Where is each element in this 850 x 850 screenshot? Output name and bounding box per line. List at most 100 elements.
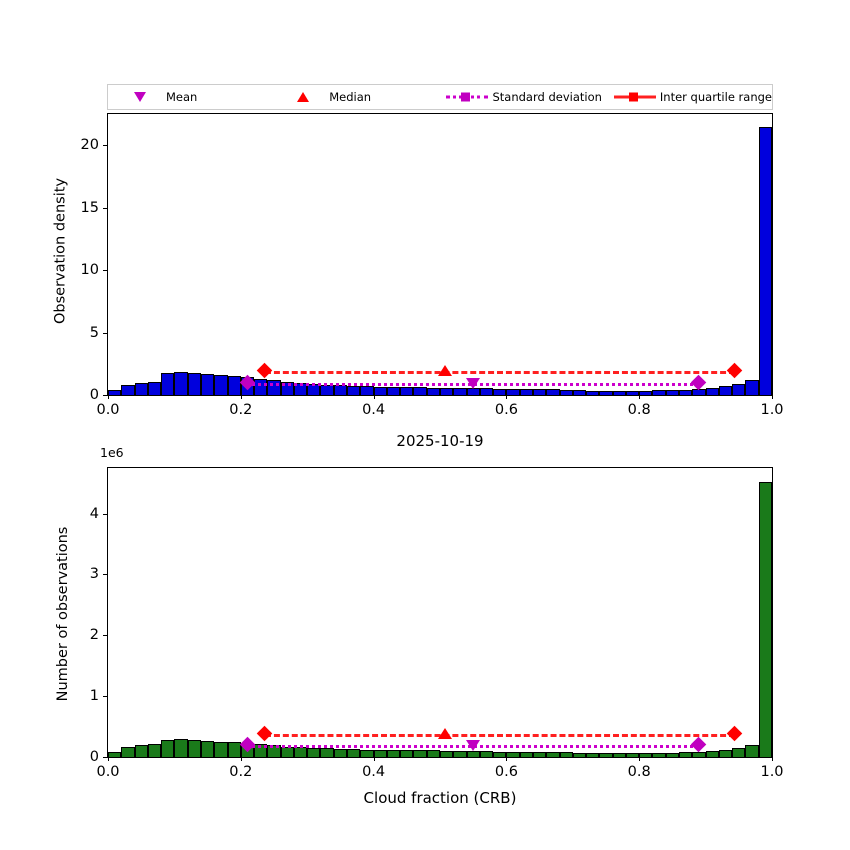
x-axis-tick-mark [240,395,242,399]
histogram-bar [307,747,321,757]
histogram-bar [546,389,560,395]
histogram-bar [293,747,308,757]
histogram-bar [652,390,666,395]
x-axis-tick-mark [506,395,508,399]
histogram-bar [214,741,228,757]
histogram-bar [612,752,626,757]
histogram-bar [174,739,188,757]
legend-item-mean: Mean [108,88,271,106]
histogram-bar [586,390,600,395]
histogram-bar [506,388,520,395]
legend-label-inter-quartile-range: Inter quartile range [659,90,772,104]
histogram-bar [692,388,706,395]
histogram-bar [280,381,294,395]
histogram-bar [307,384,321,395]
histogram-bar [479,388,494,395]
x-axis-tick-mark [506,757,508,761]
y-axis-tick-mark [103,270,107,272]
histogram-bar [665,390,680,395]
histogram-bar [426,750,440,757]
histogram-bar [187,739,201,757]
histogram-bar [121,746,135,757]
histogram-bar [108,751,122,757]
histogram-bar [293,383,308,395]
histogram-bar [413,750,427,757]
histogram-bar [333,749,348,757]
histogram-bar [254,744,268,757]
number-of-observations-plot-area [107,467,773,758]
y-axis-tick-mark [103,513,107,515]
histogram-bar [214,374,228,395]
histogram-bar [347,385,361,395]
histogram-bar [612,390,626,395]
y-axis-tick-mark [103,145,107,147]
y-axis-tick-label: 1 [89,688,99,705]
x-axis-tick-label: 0.2 [229,402,253,418]
histogram-bar [360,749,374,757]
histogram-bar [532,752,547,757]
histogram-bar [519,389,533,395]
histogram-bar [572,390,587,395]
x-axis-tick-label: 0.0 [96,764,120,780]
histogram-bar [174,371,188,395]
x-axis-tick-mark [240,757,242,761]
histogram-bar [639,752,653,757]
x-axis-tick-label: 0.4 [362,402,386,418]
observation-density-bars [108,114,772,395]
histogram-bar [732,383,746,395]
histogram-bar [413,387,427,395]
histogram-bar [745,380,759,395]
y-axis-tick-label: 3 [89,566,99,583]
histogram-bar [161,739,175,757]
histogram-bar [134,744,148,757]
histogram-bar [679,389,693,395]
histogram-bar [519,751,533,757]
histogram-bar [639,390,653,395]
legend-label-standard-deviation: Standard deviation [492,90,602,104]
x-axis-tick-mark [639,757,641,761]
histogram-bar [718,386,733,395]
histogram-bar [559,389,573,395]
top-y-axis-label: Observation density [52,177,69,325]
histogram-bar [546,752,560,757]
figure-title: 2025-10-19 [396,432,484,450]
histogram-bar [493,751,507,757]
x-axis-tick-label: 0.6 [494,402,518,418]
bottom-y-axis-offset-text: 1e6 [100,445,124,460]
triangle-down-icon [118,88,164,106]
histogram-bar [466,750,480,757]
histogram-bar [267,380,281,395]
histogram-bar [227,376,241,395]
y-axis-tick-label: 0 [89,387,99,403]
y-axis-tick-label: 0 [89,749,99,765]
histogram-bar [386,750,401,757]
y-axis-tick-label: 5 [89,324,99,341]
histogram-bar [280,746,294,757]
y-axis-tick-mark [103,696,107,698]
legend-label-median: Median [329,90,372,104]
histogram-bar [440,387,454,395]
x-axis-tick-mark [772,757,773,761]
histogram-bar [440,750,454,757]
x-axis-tick-label: 0.0 [96,402,120,418]
histogram-bar [187,372,201,395]
y-axis-tick-label: 10 [80,262,99,279]
y-axis-tick-mark [103,207,107,209]
histogram-bar [267,745,281,757]
histogram-bar [758,126,772,395]
histogram-bar [599,390,613,395]
x-axis-tick-mark [373,757,375,761]
histogram-bar [227,742,241,757]
histogram-bar [373,749,387,757]
histogram-bar [200,740,215,757]
histogram-bar [758,482,772,757]
histogram-bar [692,751,706,757]
histogram-bar [705,750,719,757]
histogram-bar [147,381,162,395]
legend-item-median: Median [271,88,434,106]
x-axis-tick-label: 1.0 [760,402,784,418]
legend-item-standard-deviation: Standard deviation [434,88,602,106]
legend-item-inter-quartile-range: Inter quartile range [602,88,772,106]
histogram-bar [121,384,135,395]
histogram-bar [240,377,255,395]
